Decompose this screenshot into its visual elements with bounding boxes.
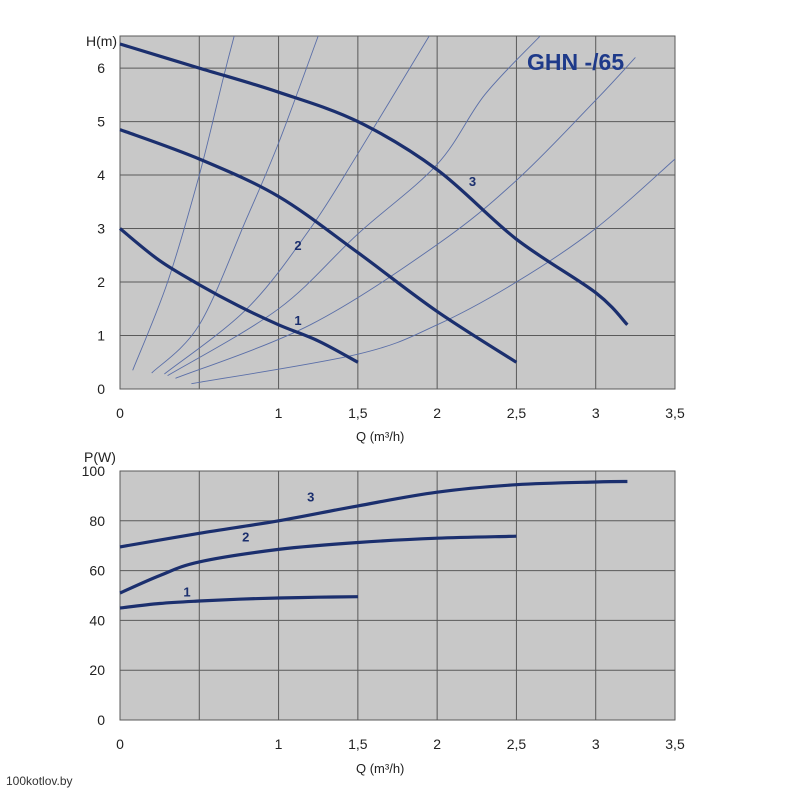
power-chart: 1 2 3 0 1 1,5 2 2,5 3 3,5 0 20 40 60 80 100 P(W) Q (m… — [82, 449, 685, 776]
head-x-tick-label: 1 — [275, 405, 283, 421]
power-series-1-label: 1 — [183, 584, 190, 599]
power-series-1-line — [119, 595, 358, 610]
head-system-curve — [167, 36, 541, 376]
power-x-ticks: 0 1 1,5 2 2,5 3 3,5 — [116, 736, 685, 752]
watermark: 100kotlov.by — [6, 774, 73, 788]
head-series-1-label: 1 — [294, 313, 301, 328]
head-y-tick-label: 0 — [97, 381, 105, 397]
head-system-curve — [175, 57, 636, 379]
head-x-tick-label: 1,5 — [348, 405, 368, 421]
head-y-tick-label: 5 — [97, 114, 105, 130]
head-y-ticks: 0 1 2 3 4 5 6 — [97, 60, 105, 397]
head-system-curve — [132, 36, 235, 371]
power-x-axis-label: Q (m³/h) — [356, 761, 404, 776]
head-y-tick-label: 4 — [97, 167, 105, 183]
head-series-2-line — [119, 128, 518, 364]
head-y-tick-label: 3 — [97, 221, 105, 237]
head-x-tick-label: 2 — [433, 405, 441, 421]
power-x-tick-label: 1 — [275, 736, 283, 752]
head-x-axis-label: Q (m³/h) — [356, 429, 404, 444]
head-system-curve — [164, 36, 430, 375]
power-series-2-label: 2 — [242, 530, 249, 545]
head-series-3-line — [119, 42, 629, 326]
power-y-tick-label: 0 — [97, 712, 105, 728]
head-x-tick-label: 3 — [592, 405, 600, 421]
head-system-curve — [151, 36, 319, 374]
power-x-tick-label: 1,5 — [348, 736, 368, 752]
power-y-ticks: 0 20 40 60 80 100 — [82, 463, 106, 728]
head-y-axis-label: H(m) — [86, 33, 117, 49]
power-y-tick-label: 100 — [82, 463, 106, 479]
head-x-ticks: 0 1 1,5 2 2,5 3 3,5 — [116, 405, 685, 421]
head-system-curve — [191, 158, 675, 385]
power-series-3-label: 3 — [307, 489, 314, 504]
power-y-axis-label: P(W) — [84, 449, 116, 465]
power-y-tick-label: 60 — [89, 563, 105, 579]
head-plot-area — [120, 36, 675, 389]
head-series-1-line — [118, 227, 359, 364]
power-series-2-line — [119, 534, 517, 595]
power-plot-area — [120, 471, 675, 720]
head-series-2-label: 2 — [294, 238, 301, 253]
head-x-tick-label: 0 — [116, 405, 124, 421]
power-x-tick-label: 3,5 — [665, 736, 685, 752]
power-y-tick-label: 40 — [89, 612, 105, 628]
head-series-3-label: 3 — [469, 174, 476, 189]
head-y-tick-label: 2 — [97, 274, 105, 290]
head-series: 1 2 3 — [118, 42, 629, 364]
power-series-3-line — [119, 479, 628, 549]
power-y-tick-label: 80 — [89, 513, 105, 529]
power-frame — [119, 470, 676, 721]
head-x-tick-label: 3,5 — [665, 405, 685, 421]
head-system-curves — [132, 36, 675, 385]
head-y-tick-label: 6 — [97, 60, 105, 76]
power-x-tick-label: 2 — [433, 736, 441, 752]
power-x-tick-label: 0 — [116, 736, 124, 752]
power-y-tick-label: 20 — [89, 662, 105, 678]
head-x-tick-label: 2,5 — [507, 405, 527, 421]
chart-title: GHN -/65 — [527, 49, 624, 75]
power-x-tick-label: 3 — [592, 736, 600, 752]
power-x-tick-label: 2,5 — [507, 736, 527, 752]
power-series: 1 2 3 — [119, 479, 628, 610]
power-grid — [119, 470, 676, 721]
head-y-tick-label: 1 — [97, 328, 105, 344]
head-frame — [119, 35, 676, 390]
